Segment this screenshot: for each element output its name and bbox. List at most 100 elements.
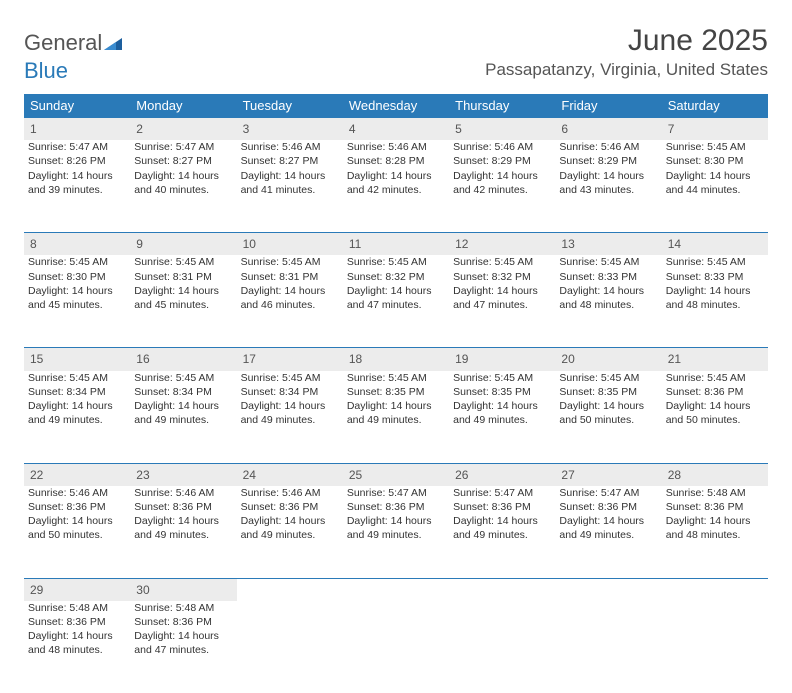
- day-cell: Sunrise: 5:46 AMSunset: 8:36 PMDaylight:…: [24, 486, 130, 579]
- day-cell: Sunrise: 5:45 AMSunset: 8:33 PMDaylight:…: [662, 255, 768, 348]
- empty-day-number: [343, 578, 449, 601]
- day-number: 22: [24, 463, 130, 486]
- sunrise-line: Sunrise: 5:48 AM: [28, 602, 108, 614]
- weekday-header: Saturday: [662, 94, 768, 118]
- location-subtitle: Passapatanzy, Virginia, United States: [485, 60, 768, 80]
- weekday-header: Wednesday: [343, 94, 449, 118]
- day-cell: Sunrise: 5:45 AMSunset: 8:34 PMDaylight:…: [24, 371, 130, 464]
- day-cell: Sunrise: 5:46 AMSunset: 8:27 PMDaylight:…: [237, 140, 343, 233]
- empty-day-cell: [662, 601, 768, 693]
- weekday-header: Friday: [555, 94, 661, 118]
- day-cell: Sunrise: 5:48 AMSunset: 8:36 PMDaylight:…: [130, 601, 236, 693]
- daylight-line: Daylight: 14 hours and 49 minutes.: [28, 400, 113, 426]
- sunset-line: Sunset: 8:27 PM: [134, 155, 212, 167]
- weekday-header-row: SundayMondayTuesdayWednesdayThursdayFrid…: [24, 94, 768, 118]
- day-number: 20: [555, 348, 661, 371]
- day-number: 23: [130, 463, 236, 486]
- sunset-line: Sunset: 8:28 PM: [347, 155, 425, 167]
- day-cell: Sunrise: 5:47 AMSunset: 8:36 PMDaylight:…: [343, 486, 449, 579]
- day-cell: Sunrise: 5:47 AMSunset: 8:36 PMDaylight:…: [555, 486, 661, 579]
- sunrise-line: Sunrise: 5:46 AM: [241, 141, 321, 153]
- day-number: 3: [237, 118, 343, 141]
- day-detail-row: Sunrise: 5:48 AM Sunset: 8:36 PM Daylight:…: [24, 601, 768, 693]
- day-number: 4: [343, 118, 449, 141]
- daylight-line: Daylight: 14 hours and 44 minutes.: [666, 170, 751, 196]
- day-number: 13: [555, 233, 661, 256]
- sunrise-line: Sunrise: 5:46 AM: [134, 487, 214, 499]
- day-number: 5: [449, 118, 555, 141]
- sunset-line: Sunset: 8:36 PM: [241, 501, 319, 513]
- day-cell: Sunrise: 5:47 AMSunset: 8:26 PMDaylight:…: [24, 140, 130, 233]
- sunset-line: Sunset: 8:26 PM: [28, 155, 106, 167]
- day-number: 6: [555, 118, 661, 141]
- day-cell: Sunrise: 5:45 AMSunset: 8:30 PMDaylight:…: [24, 255, 130, 348]
- day-cell: Sunrise: 5:46 AMSunset: 8:36 PMDaylight:…: [237, 486, 343, 579]
- sunrise-line: Sunrise: 5:48 AM: [666, 487, 746, 499]
- sunset-line: Sunset: 8:27 PM: [241, 155, 319, 167]
- day-number: 19: [449, 348, 555, 371]
- brand-logo: General Blue: [24, 24, 124, 84]
- sunrise-line: Sunrise: 5:45 AM: [28, 256, 108, 268]
- daylight-line: Daylight: 14 hours and 42 minutes.: [347, 170, 432, 196]
- day-number: 12: [449, 233, 555, 256]
- sunset-line: Sunset: 8:34 PM: [134, 386, 212, 398]
- calendar-table: SundayMondayTuesdayWednesdayThursdayFrid…: [24, 94, 768, 693]
- daylight-line: Daylight: 14 hours and 49 minutes.: [134, 515, 219, 541]
- sunrise-line: Sunrise: 5:45 AM: [559, 372, 639, 384]
- daylight-line: Daylight: 14 hours and 47 minutes.: [134, 630, 219, 656]
- day-number: 14: [662, 233, 768, 256]
- sunrise-line: Sunrise: 5:45 AM: [347, 256, 427, 268]
- day-number: 10: [237, 233, 343, 256]
- sunset-line: Sunset: 8:36 PM: [347, 501, 425, 513]
- sunrise-line: Sunrise: 5:45 AM: [347, 372, 427, 384]
- daylight-line: Daylight: 14 hours and 46 minutes.: [241, 285, 326, 311]
- daylight-line: Daylight: 14 hours and 50 minutes.: [666, 400, 751, 426]
- daylight-line: Daylight: 14 hours and 50 minutes.: [559, 400, 644, 426]
- sunrise-line: Sunrise: 5:46 AM: [453, 141, 533, 153]
- day-number: 25: [343, 463, 449, 486]
- day-cell: Sunrise: 5:45 AMSunset: 8:35 PMDaylight:…: [555, 371, 661, 464]
- sunrise-line: Sunrise: 5:45 AM: [453, 372, 533, 384]
- daylight-line: Daylight: 14 hours and 49 minutes.: [559, 515, 644, 541]
- sunset-line: Sunset: 8:36 PM: [559, 501, 637, 513]
- daylight-line: Daylight: 14 hours and 49 minutes.: [453, 515, 538, 541]
- day-number: 21: [662, 348, 768, 371]
- sunrise-line: Sunrise: 5:45 AM: [666, 372, 746, 384]
- sunset-line: Sunset: 8:36 PM: [28, 616, 106, 628]
- sunrise-line: Sunrise: 5:47 AM: [453, 487, 533, 499]
- daylight-line: Daylight: 14 hours and 49 minutes.: [134, 400, 219, 426]
- sunset-line: Sunset: 8:36 PM: [28, 501, 106, 513]
- empty-day-number: [449, 578, 555, 601]
- sunset-line: Sunset: 8:30 PM: [666, 155, 744, 167]
- sunset-line: Sunset: 8:29 PM: [453, 155, 531, 167]
- day-detail-row: Sunrise: 5:45 AMSunset: 8:30 PMDaylight:…: [24, 255, 768, 348]
- day-number: 1: [24, 118, 130, 141]
- sunset-line: Sunset: 8:36 PM: [666, 386, 744, 398]
- day-detail-row: Sunrise: 5:45 AM Sunset: 8:34 PM Daylight:…: [24, 371, 768, 464]
- sunset-line: Sunset: 8:35 PM: [453, 386, 531, 398]
- day-number: 27: [555, 463, 661, 486]
- day-cell: Sunrise: 5:45 AMSunset: 8:31 PMDaylight:…: [237, 255, 343, 348]
- sunset-line: Sunset: 8:36 PM: [453, 501, 531, 513]
- day-number: 18: [343, 348, 449, 371]
- brand-word2: Blue: [24, 58, 68, 83]
- sunrise-line: Sunrise: 5:46 AM: [559, 141, 639, 153]
- day-number: 24: [237, 463, 343, 486]
- day-number: 17: [237, 348, 343, 371]
- day-cell: Sunrise: 5:45 AMSunset: 8:34 PMDaylight:…: [130, 371, 236, 464]
- sunset-line: Sunset: 8:32 PM: [453, 271, 531, 283]
- sunset-line: Sunset: 8:31 PM: [134, 271, 212, 283]
- weekday-header: Thursday: [449, 94, 555, 118]
- sunset-line: Sunset: 8:35 PM: [347, 386, 425, 398]
- weekday-header: Tuesday: [237, 94, 343, 118]
- daylight-line: Daylight: 14 hours and 49 minutes.: [241, 400, 326, 426]
- day-cell: Sunrise: 5:48 AMSunset: 8:36 PMDaylight:…: [24, 601, 130, 693]
- day-cell: Sunrise: 5:45 AMSunset: 8:31 PMDaylight:…: [130, 255, 236, 348]
- day-number: 11: [343, 233, 449, 256]
- sunrise-line: Sunrise: 5:45 AM: [666, 256, 746, 268]
- day-number: 8: [24, 233, 130, 256]
- day-detail-row: Sunrise: 5:47 AMSunset: 8:26 PMDaylight:…: [24, 140, 768, 233]
- day-cell: Sunrise: 5:45 AMSunset: 8:32 PMDaylight:…: [449, 255, 555, 348]
- sunset-line: Sunset: 8:36 PM: [666, 501, 744, 513]
- day-cell: Sunrise: 5:47 AM Sunset: 8:36 PM Daylight:…: [449, 486, 555, 579]
